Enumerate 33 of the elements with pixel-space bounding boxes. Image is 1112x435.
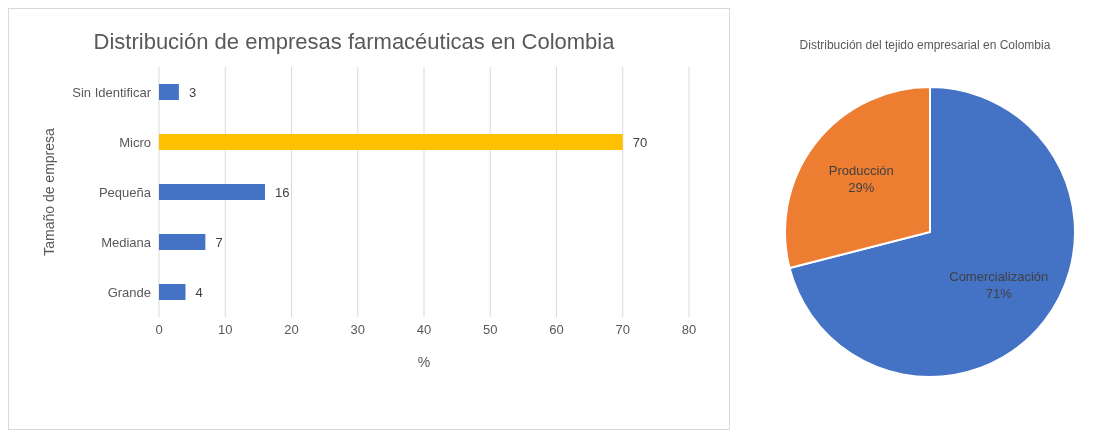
x-tick-label: 0 [155, 322, 163, 338]
x-tick-label: 40 [416, 322, 432, 338]
bar [159, 284, 186, 300]
data-label: 29% [848, 179, 875, 195]
x-tick-label: 70 [615, 322, 630, 338]
y-tick-label: Mediana [101, 234, 152, 250]
x-tick-label: 50 [483, 322, 498, 338]
bar [159, 184, 265, 200]
x-tick-label: 30 [350, 322, 365, 338]
data-label: 70 [632, 134, 648, 150]
chart-title: Distribución del tejido empresarial en Colombia [798, 37, 1052, 52]
slice-label: Comercialización [949, 269, 1049, 285]
pie-slice [788, 86, 1076, 378]
x-tick-label: 80 [681, 322, 697, 338]
data-label: 4 [195, 284, 203, 300]
y-tick-label: Pequeña [98, 184, 152, 200]
x-axis-title: % [417, 354, 431, 370]
x-tick-label: 60 [549, 322, 564, 338]
data-label: 3 [188, 84, 197, 100]
y-axis-title: Tamaño de empresa [40, 127, 57, 256]
bar [159, 84, 179, 100]
bar [159, 234, 206, 250]
y-tick-label: Micro [119, 134, 151, 150]
data-label: 16 [275, 184, 290, 200]
data-label: 71% [985, 286, 1013, 302]
x-tick-label: 10 [218, 322, 233, 338]
chart-title: Distribución de empresas farmacéuticas en Colombia [92, 28, 616, 56]
y-tick-label: Sin Identificar [72, 84, 152, 100]
y-tick-label: Grande [107, 284, 151, 300]
data-label: 7 [215, 234, 223, 250]
x-tick-label: 20 [284, 322, 299, 338]
slice-label: Producción [828, 162, 894, 178]
bar [159, 134, 623, 150]
